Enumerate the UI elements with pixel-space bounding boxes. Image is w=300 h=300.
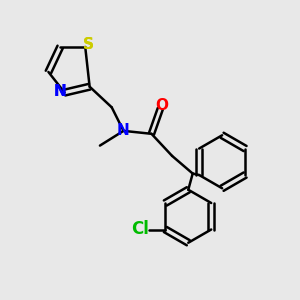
Text: O: O: [155, 98, 168, 113]
Text: N: N: [54, 85, 67, 100]
Text: S: S: [83, 37, 94, 52]
Text: N: N: [117, 123, 130, 138]
Text: Cl: Cl: [131, 220, 149, 238]
Text: S: S: [83, 37, 94, 52]
Text: N: N: [54, 85, 67, 100]
